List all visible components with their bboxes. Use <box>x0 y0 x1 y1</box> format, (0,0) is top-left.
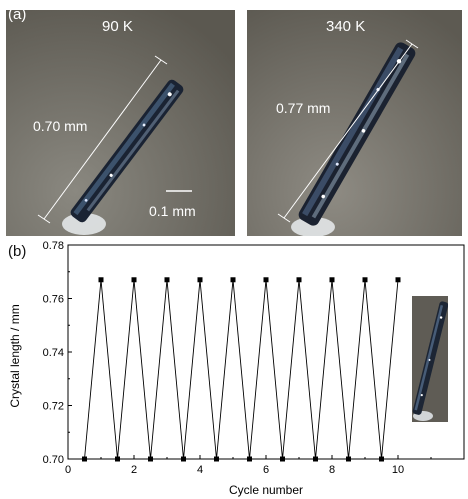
data-point-marker <box>329 277 335 283</box>
length-label-077: 0.77 mm <box>276 100 331 116</box>
data-point-marker <box>164 277 170 283</box>
photo-90k: 90 K 0.70 mm 0.1 mm <box>6 10 235 236</box>
data-point-marker <box>82 456 87 462</box>
crystal-length-chart: 0 2 4 6 8 10 0.70 0.72 0.74 0.76 0.78 Cycle number… <box>8 240 465 497</box>
data-point-marker <box>181 456 186 462</box>
length-label-070: 0.70 mm <box>33 118 88 134</box>
y-tick-label: 0.74 <box>43 347 64 359</box>
data-point-marker <box>313 456 318 462</box>
data-point-marker <box>263 277 269 283</box>
x-tick-label: 10 <box>392 464 404 476</box>
data-point-marker <box>247 456 252 462</box>
data-point-marker <box>296 277 302 283</box>
panel-label-b: (b) <box>8 243 27 260</box>
x-tick-label: 0 <box>65 464 71 476</box>
y-tick-label: 0.76 <box>43 294 64 306</box>
x-axis-label: Cycle number <box>229 483 303 497</box>
temperature-label-90k: 90 K <box>102 18 133 35</box>
y-tick-label: 0.72 <box>43 401 64 413</box>
inset-crystal-image <box>412 296 448 422</box>
data-point-marker <box>148 456 153 462</box>
data-point-marker <box>379 456 384 462</box>
y-tick-label: 0.78 <box>43 240 64 252</box>
scale-bar-label: 0.1 mm <box>149 203 196 219</box>
data-point-marker <box>131 277 137 283</box>
x-tick-label: 4 <box>197 464 203 476</box>
data-point-marker <box>346 456 351 462</box>
crystal-photo-340k <box>247 10 462 236</box>
x-tick-label: 8 <box>329 464 335 476</box>
x-tick-label: 6 <box>263 464 269 476</box>
inset-crystal-photo <box>412 296 448 422</box>
data-point-marker <box>280 456 285 462</box>
y-tick-label: 0.70 <box>43 454 64 466</box>
data-point-marker <box>98 277 104 283</box>
data-point-marker <box>214 456 219 462</box>
x-tick-label: 2 <box>131 464 137 476</box>
temperature-label-340k: 340 K <box>326 18 366 35</box>
data-point-marker <box>362 277 368 283</box>
photo-340k: 340 K 0.77 mm <box>247 10 468 236</box>
data-point-marker <box>230 277 236 283</box>
series-line <box>84 279 399 460</box>
data-point-marker <box>197 277 203 283</box>
y-axis-label: Crystal length / mm <box>8 304 22 407</box>
crystal-photo-90k <box>6 10 235 236</box>
panel-label-a: (a) <box>8 6 27 23</box>
data-point-marker <box>115 456 120 462</box>
data-point-marker <box>395 277 401 283</box>
